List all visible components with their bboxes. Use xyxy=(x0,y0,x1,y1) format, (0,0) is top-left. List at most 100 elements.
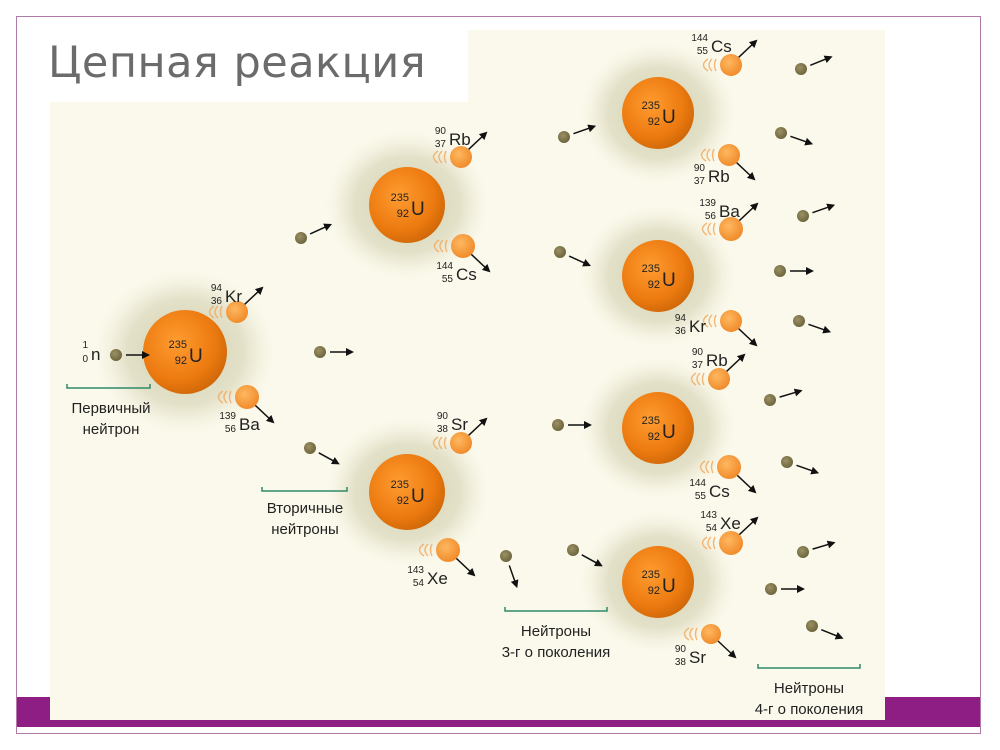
fragment-atomic-number: 54 xyxy=(706,523,718,534)
fragment-nucleus-icon: 90 37 Rb xyxy=(694,144,756,187)
neutron-icon xyxy=(775,127,814,146)
neutron-icon xyxy=(774,265,814,277)
neutron-icon xyxy=(806,620,844,640)
nucleus-mass-number: 235 xyxy=(642,569,660,581)
fragment-atomic-number: 37 xyxy=(692,360,704,371)
fragment-atomic-number: 37 xyxy=(694,176,706,187)
fragment-mass-number: 143 xyxy=(700,510,717,521)
fragment-symbol: Rb xyxy=(449,130,471,149)
fragment-nucleus-icon: 144 55 Cs xyxy=(433,234,491,285)
fragment-nucleus-icon: 94 36 Kr xyxy=(675,310,758,347)
fragment-nucleus-icon: 139 56 Ba xyxy=(217,385,275,435)
fragment-mass-number: 94 xyxy=(211,283,223,294)
neutron-icon xyxy=(765,583,805,595)
nucleus-atomic-number: 92 xyxy=(648,279,660,291)
arrow-icon xyxy=(821,629,844,640)
nucleus-mass-number: 235 xyxy=(642,415,660,427)
uranium-nucleus-icon: 235 92 U xyxy=(622,77,694,149)
arrow-icon xyxy=(736,162,756,181)
caption-line-1: Нейтроны xyxy=(521,623,591,640)
neutron-mass-number: 1 xyxy=(82,340,88,351)
arrow-icon xyxy=(810,55,833,66)
title-box xyxy=(30,30,468,102)
caption-line-1: Первичный xyxy=(71,400,150,417)
fragment-atomic-number: 38 xyxy=(437,424,449,435)
neutron-icon xyxy=(797,203,836,222)
neutron-icon xyxy=(295,223,333,244)
fragment-atomic-number: 55 xyxy=(442,274,454,285)
fragment-label: 143 54 Xe xyxy=(407,565,447,589)
fragment-nucleus-icon: 90 38 Sr xyxy=(432,411,488,454)
fragment-atomic-number: 56 xyxy=(705,211,717,222)
nucleus-atomic-number: 92 xyxy=(648,431,660,443)
fragment-mass-number: 144 xyxy=(436,261,453,272)
uranium-nucleus-icon: 235 92 U xyxy=(622,240,694,312)
caption-primary-neutron: Первичный нейтрон xyxy=(66,384,151,438)
fragment-nucleus-icon: 143 54 Xe xyxy=(700,510,759,555)
neutron-icon xyxy=(764,388,803,406)
neutron-icon xyxy=(558,124,597,143)
caption-bracket xyxy=(757,664,861,669)
nucleus-atomic-number: 92 xyxy=(397,495,409,507)
neutron-icon xyxy=(797,540,836,558)
arrow-icon xyxy=(738,328,758,347)
nucleus-atomic-number: 92 xyxy=(397,208,409,220)
fragment-label: 90 38 Sr xyxy=(437,411,468,435)
fragment-mass-number: 90 xyxy=(435,126,447,137)
caption-line-2: нейтрон xyxy=(83,421,140,438)
fragment-symbol: Xe xyxy=(427,569,448,588)
caption-third-generation: Нейтроны 3-г о поколения xyxy=(502,607,611,661)
arrow-icon xyxy=(244,286,264,305)
neutron-icon xyxy=(304,442,340,465)
arrow-icon xyxy=(468,417,488,436)
fragment-nucleus-icon: 90 37 Rb xyxy=(690,347,746,390)
uranium-nucleus-icon: 235 92 U xyxy=(369,167,445,243)
neutron-icon xyxy=(781,456,820,475)
fragment-symbol: Sr xyxy=(689,648,706,667)
fragment-symbol: Ba xyxy=(719,202,740,221)
arrow-icon xyxy=(808,323,832,334)
fragment-label: 90 37 Rb xyxy=(694,163,730,187)
nucleus-mass-number: 235 xyxy=(642,263,660,275)
caption-line-2: 3-г о поколения xyxy=(502,644,611,661)
caption-bracket xyxy=(261,487,348,492)
nucleus-symbol: U xyxy=(662,422,676,443)
arrow-icon xyxy=(812,540,836,550)
nucleus-atomic-number: 92 xyxy=(648,585,660,597)
uranium-nucleus-icon: 235 92 U xyxy=(143,310,227,394)
arrow-icon xyxy=(455,557,476,577)
neutron-icon xyxy=(793,315,832,334)
fragment-mass-number: 94 xyxy=(675,313,687,324)
arrow-icon xyxy=(736,474,757,494)
fragment-symbol: Cs xyxy=(709,482,730,501)
arrow-icon xyxy=(568,255,592,267)
fragment-label: 90 38 Sr xyxy=(675,644,706,668)
fragment-mass-number: 90 xyxy=(675,644,687,655)
fragment-mass-number: 90 xyxy=(694,163,706,174)
fragment-label: 139 56 Ba xyxy=(219,411,260,435)
arrow-icon xyxy=(309,223,333,235)
fragment-symbol: Rb xyxy=(708,167,730,186)
fragment-mass-number: 144 xyxy=(689,478,706,489)
arrow-icon xyxy=(738,39,758,58)
neutron-symbol: n xyxy=(91,345,100,364)
fragment-atomic-number: 54 xyxy=(413,578,425,589)
fragment-label: 144 55 Cs xyxy=(436,261,476,285)
uranium-nucleus-icon: 235 92 U xyxy=(622,392,694,464)
fragment-label: 94 36 Kr xyxy=(211,283,242,307)
slide-title: Цепная реакция xyxy=(48,38,427,88)
arrow-icon xyxy=(812,203,836,214)
fragment-symbol: Kr xyxy=(689,317,706,336)
fragment-mass-number: 90 xyxy=(437,411,449,422)
neutron-icon xyxy=(795,55,833,75)
caption-line-2: 4-г о поколения xyxy=(755,701,864,718)
fragment-symbol: Xe xyxy=(720,514,741,533)
caption-bracket xyxy=(66,384,151,389)
fragment-mass-number: 90 xyxy=(692,347,704,358)
fragment-mass-number: 144 xyxy=(691,33,708,44)
incoming-neutron-label: 1 0 n xyxy=(82,340,100,365)
nucleus-atomic-number: 92 xyxy=(175,355,187,367)
fragment-atomic-number: 55 xyxy=(697,46,709,57)
arrow-icon xyxy=(318,452,340,465)
